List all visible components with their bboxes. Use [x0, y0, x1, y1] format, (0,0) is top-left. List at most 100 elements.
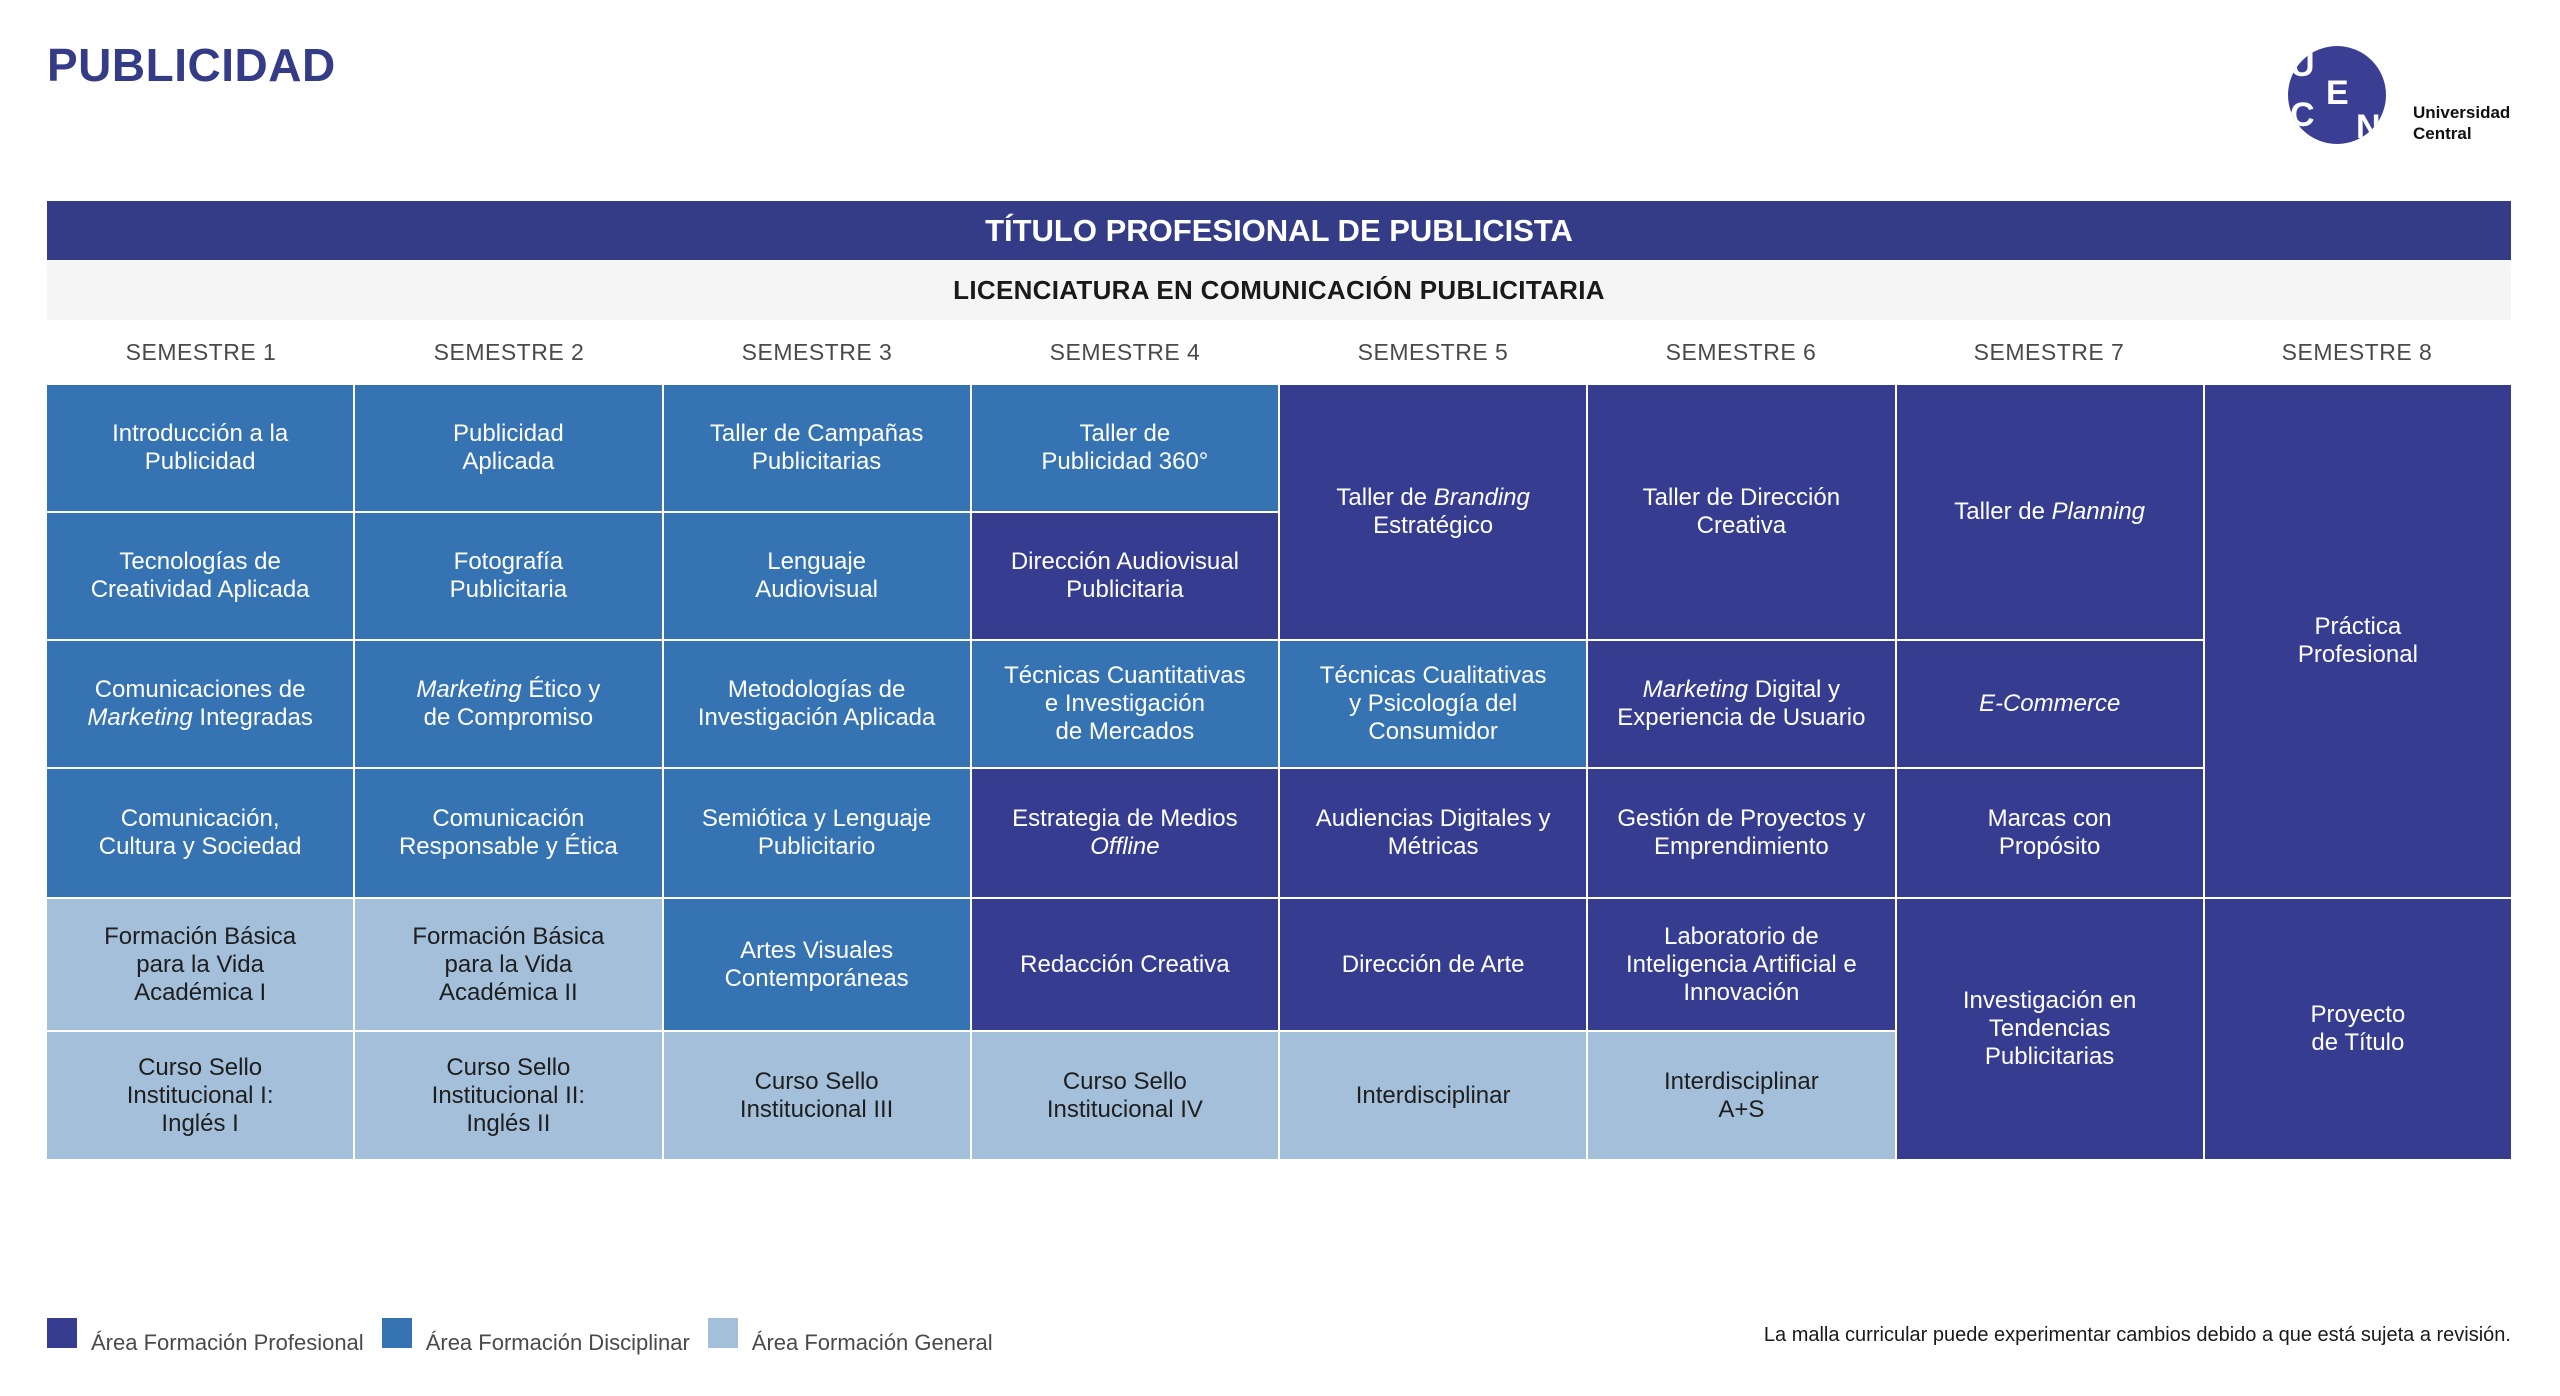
legend-label: Área Formación Profesional	[91, 1330, 364, 1355]
course-cell: Marcas con Propósito	[1896, 769, 2203, 897]
course-name-text: Formación Básica para la Vida Académica …	[104, 922, 297, 1006]
course-name-text: Formación Básica para la Vida Académica …	[412, 922, 605, 1006]
course-name: Marcas con Propósito	[1988, 805, 2112, 861]
course-name: Taller de Publicidad 360°	[1041, 420, 1208, 476]
course-cell: Comunicaciones de Marketing Integradas	[47, 641, 354, 767]
course-name-text: Taller de	[1336, 484, 1434, 511]
course-name-text: Dirección Audiovisual Publicitaria	[1010, 548, 1239, 603]
course-name: Fotografía Publicitaria	[450, 548, 567, 604]
course-name: Tecnologías de Creatividad Aplicada	[91, 548, 310, 604]
course-name-italic: Marketing	[87, 704, 193, 731]
course-name-italic: E-Commerce	[1978, 690, 2121, 717]
course-name-text: Curso Sello Institucional II: Inglés II	[431, 1053, 586, 1137]
course-cell: Introducción a la Publicidad	[47, 385, 354, 511]
semester-header: SEMESTRE 4	[1049, 339, 1201, 365]
course-name-text: Introducción a la Publicidad	[112, 420, 289, 475]
course-name-text: Fotografía Publicitaria	[449, 548, 568, 603]
course-name-text: Publicidad Aplicada	[453, 420, 564, 475]
course-name-text: Metodologías de Investigación Aplicada	[697, 676, 936, 731]
course-name: Investigación en Tendencias Publicitaria…	[1963, 987, 2136, 1071]
semester-header: SEMESTRE 7	[1973, 339, 2125, 365]
legend-swatch	[47, 1318, 77, 1348]
course-name-text: Taller de Campañas Publicitarias	[709, 420, 924, 475]
course-name-text: Semiótica y Lenguaje Publicitario	[701, 805, 932, 860]
course-name: Proyecto de Título	[2311, 1001, 2406, 1057]
course-name-text: Artes Visuales Contemporáneas	[724, 936, 909, 992]
course-name-italic: Offline	[1090, 833, 1160, 860]
course-cell: Fotografía Publicitaria	[355, 513, 662, 639]
course-cell: Taller de Dirección Creativa	[1588, 385, 1895, 639]
course-name-text: Comunicación, Cultura y Sociedad	[98, 805, 302, 860]
course-name-text: Técnicas Cuantitativas e Investigación d…	[1004, 662, 1246, 745]
course-name: Metodologías de Investigación Aplicada	[698, 676, 936, 732]
course-name-text: Proyecto de Título	[2310, 1001, 2406, 1056]
course-name: E-Commerce	[1979, 690, 2120, 718]
course-cell: Semiótica y Lenguaje Publicitario	[663, 769, 970, 897]
course-cell: Taller de Planning	[1896, 385, 2203, 639]
logo-letter: E	[2326, 74, 2349, 112]
course-name: Técnicas Cualitativas y Psicología del C…	[1320, 662, 1547, 746]
course-name-text: Curso Sello Institucional III	[739, 1067, 894, 1123]
course-name: Taller de Campañas Publicitarias	[710, 420, 923, 476]
course-cell: Comunicación, Cultura y Sociedad	[47, 769, 354, 897]
course-name-italic: Marketing	[416, 676, 522, 703]
course-cell: Estrategia de Medios Offline	[971, 769, 1278, 897]
course-name: Curso Sello Institucional I: Inglés I	[127, 1054, 274, 1138]
course-name-text: Estratégico	[1373, 512, 1494, 539]
course-cell: Comunicación Responsable y Ética	[355, 769, 662, 897]
course-cell: Curso Sello Institucional II: Inglés II	[355, 1032, 662, 1159]
course-name: Audiencias Digitales y Métricas	[1316, 805, 1551, 861]
legend-item: Área Formación Profesional	[47, 1318, 364, 1355]
course-name-text: Gestión de Proyectos y Emprendimiento	[1617, 805, 1866, 860]
course-name-text: Dirección de Arte	[1341, 950, 1525, 978]
course-name: Taller de Branding Estratégico	[1336, 484, 1529, 540]
logo-name-line2: Central	[2413, 124, 2472, 143]
university-logo: U C E N Universidad Central	[2288, 46, 2548, 146]
course-name-text: Técnicas Cualitativas y Psicología del C…	[1319, 662, 1547, 745]
semester-headers: SEMESTRE 1 SEMESTRE 2 SEMESTRE 3 SEMESTRE 4…	[47, 320, 2511, 385]
course-name: Comunicaciones de Marketing Integradas	[87, 676, 312, 732]
course-cell: Marketing Ético y de Compromiso	[355, 641, 662, 767]
course-name-italic: Planning	[2051, 498, 2146, 525]
course-name: Técnicas Cuantitativas e Investigación d…	[1004, 662, 1245, 746]
curriculum-grid: Introducción a la Publicidad Tecnologías …	[47, 385, 2511, 1159]
course-name: Semiótica y Lenguaje Publicitario	[702, 805, 931, 861]
course-name: Formación Básica para la Vida Académica …	[104, 923, 296, 1007]
course-cell: Taller de Publicidad 360°	[971, 385, 1278, 511]
course-name: Interdisciplinar A+S	[1664, 1068, 1819, 1124]
logo-letter: C	[2290, 96, 2315, 134]
course-name: Lenguaje Audiovisual	[755, 548, 878, 604]
course-cell: Técnicas Cualitativas y Psicología del C…	[1280, 641, 1587, 767]
licenciatura-title: LICENCIATURA EN COMUNICACIÓN PUBLICITARI…	[47, 260, 2511, 320]
course-name-text: Marcas con Propósito	[1987, 805, 2112, 860]
course-cell: Taller de Campañas Publicitarias	[663, 385, 970, 511]
page-title: PUBLICIDAD	[47, 39, 336, 91]
course-name: Comunicación, Cultura y Sociedad	[99, 805, 302, 861]
course-name-text: Interdisciplinar A+S	[1664, 1067, 1819, 1123]
logo-name-line1: Universidad	[2413, 103, 2511, 122]
course-name: Dirección Audiovisual Publicitaria	[1011, 548, 1239, 604]
course-cell: Curso Sello Institucional III	[663, 1032, 970, 1159]
course-name-text: Investigación en Tendencias Publicitaria…	[1962, 987, 2137, 1070]
course-name: Curso Sello Institucional II: Inglés II	[432, 1054, 585, 1138]
course-name-italic: Branding	[1433, 484, 1530, 511]
semester-header: SEMESTRE 3	[741, 339, 893, 365]
degree-title: TÍTULO PROFESIONAL DE PUBLICISTA	[47, 201, 2511, 260]
course-cell: Curso Sello Institucional I: Inglés I	[47, 1032, 354, 1159]
course-cell: Interdisciplinar	[1280, 1032, 1587, 1159]
course-name: Taller de Planning	[1954, 498, 2145, 526]
course-name-text: Tecnologías de Creatividad Aplicada	[90, 548, 310, 603]
semester-header: SEMESTRE 1	[125, 339, 277, 365]
semester-header: SEMESTRE 2	[433, 339, 585, 365]
course-name: Introducción a la Publicidad	[112, 420, 288, 476]
course-name: Artes Visuales Contemporáneas	[725, 937, 909, 993]
course-cell: Interdisciplinar A+S	[1588, 1032, 1895, 1159]
course-cell: Dirección Audiovisual Publicitaria	[971, 513, 1278, 639]
course-name-text: Laboratorio de Inteligencia Artificial e…	[1625, 922, 1857, 1006]
semester-header: SEMESTRE 6	[1665, 339, 1817, 365]
course-name: Publicidad Aplicada	[453, 420, 564, 476]
course-name-text: Lenguaje Audiovisual	[755, 548, 878, 603]
course-name: Formación Básica para la Vida Académica …	[412, 923, 604, 1007]
course-name: Redacción Creativa	[1020, 951, 1229, 979]
course-name-text: Comunicaciones de	[94, 676, 306, 703]
